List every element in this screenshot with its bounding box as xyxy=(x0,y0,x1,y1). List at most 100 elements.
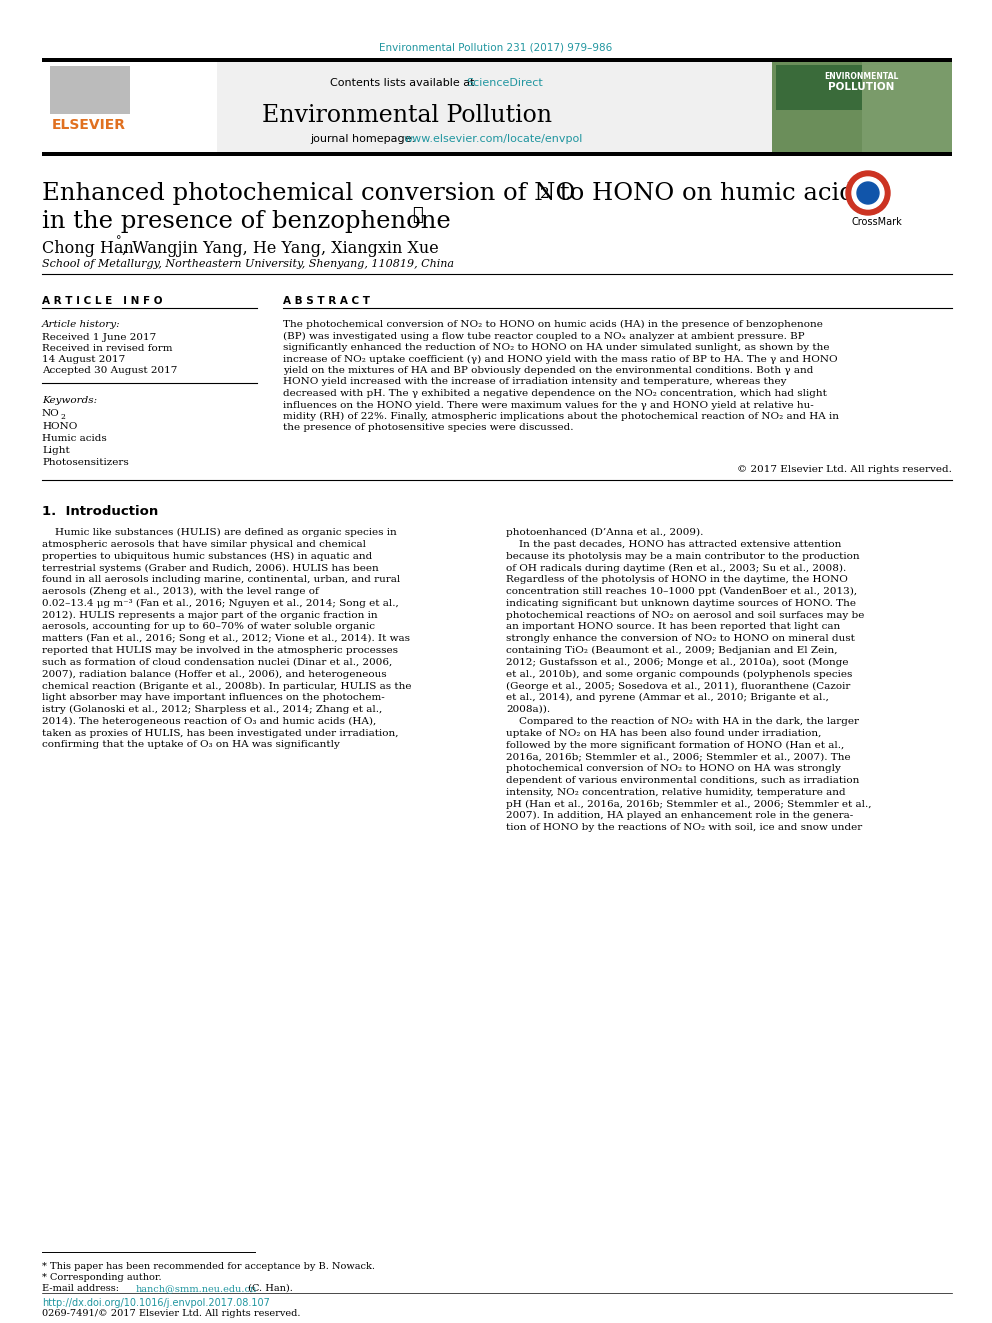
Text: Photosensitizers: Photosensitizers xyxy=(42,458,129,467)
Bar xyxy=(776,65,946,110)
Text: HONO yield increased with the increase of irradiation intensity and temperature,: HONO yield increased with the increase o… xyxy=(283,377,787,386)
Text: ⋆: ⋆ xyxy=(412,206,423,224)
Text: Environmental Pollution 231 (2017) 979–986: Environmental Pollution 231 (2017) 979–9… xyxy=(379,42,613,52)
Circle shape xyxy=(857,183,879,204)
Text: 2: 2 xyxy=(60,413,64,421)
Bar xyxy=(862,62,952,152)
Text: istry (Golanoski et al., 2012; Sharpless et al., 2014; Zhang et al.,: istry (Golanoski et al., 2012; Sharpless… xyxy=(42,705,382,714)
Text: properties to ubiquitous humic substances (HS) in aquatic and: properties to ubiquitous humic substance… xyxy=(42,552,372,561)
Text: 1.  Introduction: 1. Introduction xyxy=(42,505,159,519)
Text: Contents lists available at: Contents lists available at xyxy=(330,78,478,89)
Text: Humic acids: Humic acids xyxy=(42,434,107,443)
Text: of OH radicals during daytime (Ren et al., 2003; Su et al., 2008).: of OH radicals during daytime (Ren et al… xyxy=(506,564,846,573)
Text: ELSEVIER: ELSEVIER xyxy=(52,118,126,132)
Text: such as formation of cloud condensation nuclei (Dinar et al., 2006,: such as formation of cloud condensation … xyxy=(42,658,392,667)
Text: increase of NO₂ uptake coefficient (γ) and HONO yield with the mass ratio of BP : increase of NO₂ uptake coefficient (γ) a… xyxy=(283,355,837,364)
Text: Environmental Pollution: Environmental Pollution xyxy=(262,105,552,127)
Text: to HONO on humic acids: to HONO on humic acids xyxy=(552,183,867,205)
Text: Regardless of the photolysis of HONO in the daytime, the HONO: Regardless of the photolysis of HONO in … xyxy=(506,576,848,585)
Text: ScienceDirect: ScienceDirect xyxy=(466,78,543,89)
Text: °: ° xyxy=(116,235,121,246)
Text: 2012). HULIS represents a major part of the organic fraction in: 2012). HULIS represents a major part of … xyxy=(42,611,378,619)
Bar xyxy=(42,62,952,152)
Text: taken as proxies of HULIS, has been investigated under irradiation,: taken as proxies of HULIS, has been inve… xyxy=(42,729,399,738)
Text: CrossMark: CrossMark xyxy=(852,217,903,228)
Text: intensity, NO₂ concentration, relative humidity, temperature and: intensity, NO₂ concentration, relative h… xyxy=(506,787,845,796)
Text: in the presence of benzophenone: in the presence of benzophenone xyxy=(42,210,450,233)
Text: light absorber may have important influences on the photochem-: light absorber may have important influe… xyxy=(42,693,385,703)
Text: terrestrial systems (Graber and Rudich, 2006). HULIS has been: terrestrial systems (Graber and Rudich, … xyxy=(42,564,379,573)
Text: 0269-7491/© 2017 Elsevier Ltd. All rights reserved.: 0269-7491/© 2017 Elsevier Ltd. All right… xyxy=(42,1308,301,1318)
Text: POLLUTION: POLLUTION xyxy=(827,82,894,93)
Text: Compared to the reaction of NO₂ with HA in the dark, the larger: Compared to the reaction of NO₂ with HA … xyxy=(506,717,859,726)
Text: because its photolysis may be a main contributor to the production: because its photolysis may be a main con… xyxy=(506,552,860,561)
Bar xyxy=(42,62,217,152)
Text: atmospheric aerosols that have similar physical and chemical: atmospheric aerosols that have similar p… xyxy=(42,540,366,549)
Text: photochemical conversion of NO₂ to HONO on HA was strongly: photochemical conversion of NO₂ to HONO … xyxy=(506,763,841,773)
Text: (C. Han).: (C. Han). xyxy=(245,1285,293,1293)
Text: , Wangjin Yang, He Yang, Xiangxin Xue: , Wangjin Yang, He Yang, Xiangxin Xue xyxy=(122,239,438,257)
Text: the presence of photosensitive species were discussed.: the presence of photosensitive species w… xyxy=(283,423,573,433)
Text: 2007), radiation balance (Hoffer et al., 2006), and heterogeneous: 2007), radiation balance (Hoffer et al.,… xyxy=(42,669,387,679)
Text: confirming that the uptake of O₃ on HA was significantly: confirming that the uptake of O₃ on HA w… xyxy=(42,741,340,749)
Text: chemical reaction (Brigante et al., 2008b). In particular, HULIS as the: chemical reaction (Brigante et al., 2008… xyxy=(42,681,412,691)
Text: 14 August 2017: 14 August 2017 xyxy=(42,355,125,364)
Text: Humic like substances (HULIS) are defined as organic species in: Humic like substances (HULIS) are define… xyxy=(42,528,397,537)
Text: 2012; Gustafsson et al., 2006; Monge et al., 2010a), soot (Monge: 2012; Gustafsson et al., 2006; Monge et … xyxy=(506,658,848,667)
Text: Accepted 30 August 2017: Accepted 30 August 2017 xyxy=(42,366,178,374)
Text: 2: 2 xyxy=(540,187,550,201)
Text: E-mail address:: E-mail address: xyxy=(42,1285,122,1293)
Text: decreased with pH. The γ exhibited a negative dependence on the NO₂ concentratio: decreased with pH. The γ exhibited a neg… xyxy=(283,389,827,398)
Text: tion of HONO by the reactions of NO₂ with soil, ice and snow under: tion of HONO by the reactions of NO₂ wit… xyxy=(506,823,862,832)
Text: followed by the more significant formation of HONO (Han et al.,: followed by the more significant formati… xyxy=(506,741,844,750)
Text: photochemical reactions of NO₂ on aerosol and soil surfaces may be: photochemical reactions of NO₂ on aeroso… xyxy=(506,611,864,619)
Text: Received in revised form: Received in revised form xyxy=(42,344,173,353)
Text: Light: Light xyxy=(42,446,69,455)
Bar xyxy=(772,62,952,152)
Text: ENVIRONMENTAL: ENVIRONMENTAL xyxy=(823,71,898,81)
Text: journal homepage:: journal homepage: xyxy=(310,134,419,144)
Text: (George et al., 2005; Sosedova et al., 2011), fluoranthene (Cazoir: (George et al., 2005; Sosedova et al., 2… xyxy=(506,681,850,691)
Text: yield on the mixtures of HA and BP obviously depended on the environmental condi: yield on the mixtures of HA and BP obvio… xyxy=(283,366,813,374)
Text: containing TiO₂ (Beaumont et al., 2009; Bedjanian and El Zein,: containing TiO₂ (Beaumont et al., 2009; … xyxy=(506,646,837,655)
Circle shape xyxy=(846,171,890,216)
Text: 2016a, 2016b; Stemmler et al., 2006; Stemmler et al., 2007). The: 2016a, 2016b; Stemmler et al., 2006; Ste… xyxy=(506,753,850,761)
Text: pH (Han et al., 2016a, 2016b; Stemmler et al., 2006; Stemmler et al.,: pH (Han et al., 2016a, 2016b; Stemmler e… xyxy=(506,799,872,808)
Text: strongly enhance the conversion of NO₂ to HONO on mineral dust: strongly enhance the conversion of NO₂ t… xyxy=(506,634,855,643)
Text: * This paper has been recommended for acceptance by B. Nowack.: * This paper has been recommended for ac… xyxy=(42,1262,375,1271)
Text: et al., 2010b), and some organic compounds (polyphenols species: et al., 2010b), and some organic compoun… xyxy=(506,669,852,679)
Text: et al., 2014), and pyrene (Ammar et al., 2010; Brigante et al.,: et al., 2014), and pyrene (Ammar et al.,… xyxy=(506,693,829,703)
Text: A R T I C L E   I N F O: A R T I C L E I N F O xyxy=(42,296,163,306)
Bar xyxy=(42,58,952,62)
Text: A B S T R A C T: A B S T R A C T xyxy=(283,296,370,306)
Text: indicating significant but unknown daytime sources of HONO. The: indicating significant but unknown dayti… xyxy=(506,599,856,607)
Text: concentration still reaches 10–1000 ppt (VandenBoer et al., 2013),: concentration still reaches 10–1000 ppt … xyxy=(506,587,857,597)
Circle shape xyxy=(852,177,884,209)
Text: Enhanced photochemical conversion of NO: Enhanced photochemical conversion of NO xyxy=(42,183,575,205)
Text: aerosols, accounting for up to 60–70% of water soluble organic: aerosols, accounting for up to 60–70% of… xyxy=(42,622,375,631)
Text: © 2017 Elsevier Ltd. All rights reserved.: © 2017 Elsevier Ltd. All rights reserved… xyxy=(737,464,952,474)
Text: photoenhanced (D’Anna et al., 2009).: photoenhanced (D’Anna et al., 2009). xyxy=(506,528,703,537)
Text: influences on the HONO yield. There were maximum values for the γ and HONO yield: influences on the HONO yield. There were… xyxy=(283,401,813,410)
Text: http://dx.doi.org/10.1016/j.envpol.2017.08.107: http://dx.doi.org/10.1016/j.envpol.2017.… xyxy=(42,1298,270,1308)
Text: Article history:: Article history: xyxy=(42,320,121,329)
Text: In the past decades, HONO has attracted extensive attention: In the past decades, HONO has attracted … xyxy=(506,540,841,549)
Text: (BP) was investigated using a flow tube reactor coupled to a NOₓ analyzer at amb: (BP) was investigated using a flow tube … xyxy=(283,332,805,340)
Text: School of Metallurgy, Northeastern University, Shenyang, 110819, China: School of Metallurgy, Northeastern Unive… xyxy=(42,259,454,269)
Text: found in all aerosols including marine, continental, urban, and rural: found in all aerosols including marine, … xyxy=(42,576,400,585)
Text: midity (RH) of 22%. Finally, atmospheric implications about the photochemical re: midity (RH) of 22%. Finally, atmospheric… xyxy=(283,411,839,421)
Text: 0.02–13.4 μg m⁻³ (Fan et al., 2016; Nguyen et al., 2014; Song et al.,: 0.02–13.4 μg m⁻³ (Fan et al., 2016; Nguy… xyxy=(42,599,399,609)
Text: 2007). In addition, HA played an enhancement role in the genera-: 2007). In addition, HA played an enhance… xyxy=(506,811,853,820)
Text: 2008a)).: 2008a)). xyxy=(506,705,551,714)
Text: reported that HULIS may be involved in the atmospheric processes: reported that HULIS may be involved in t… xyxy=(42,646,398,655)
Text: matters (Fan et al., 2016; Song et al., 2012; Vione et al., 2014). It was: matters (Fan et al., 2016; Song et al., … xyxy=(42,634,410,643)
Text: www.elsevier.com/locate/envpol: www.elsevier.com/locate/envpol xyxy=(404,134,583,144)
Text: significantly enhanced the reduction of NO₂ to HONO on HA under simulated sunlig: significantly enhanced the reduction of … xyxy=(283,343,829,352)
Text: hanch@smm.neu.edu.cn: hanch@smm.neu.edu.cn xyxy=(136,1285,257,1293)
Text: The photochemical conversion of NO₂ to HONO on humic acids (HA) in the presence : The photochemical conversion of NO₂ to H… xyxy=(283,320,823,329)
Text: Received 1 June 2017: Received 1 June 2017 xyxy=(42,333,157,343)
Text: aerosols (Zheng et al., 2013), with the level range of: aerosols (Zheng et al., 2013), with the … xyxy=(42,587,318,597)
Bar xyxy=(50,66,130,114)
Text: * Corresponding author.: * Corresponding author. xyxy=(42,1273,162,1282)
Text: Keywords:: Keywords: xyxy=(42,396,97,405)
